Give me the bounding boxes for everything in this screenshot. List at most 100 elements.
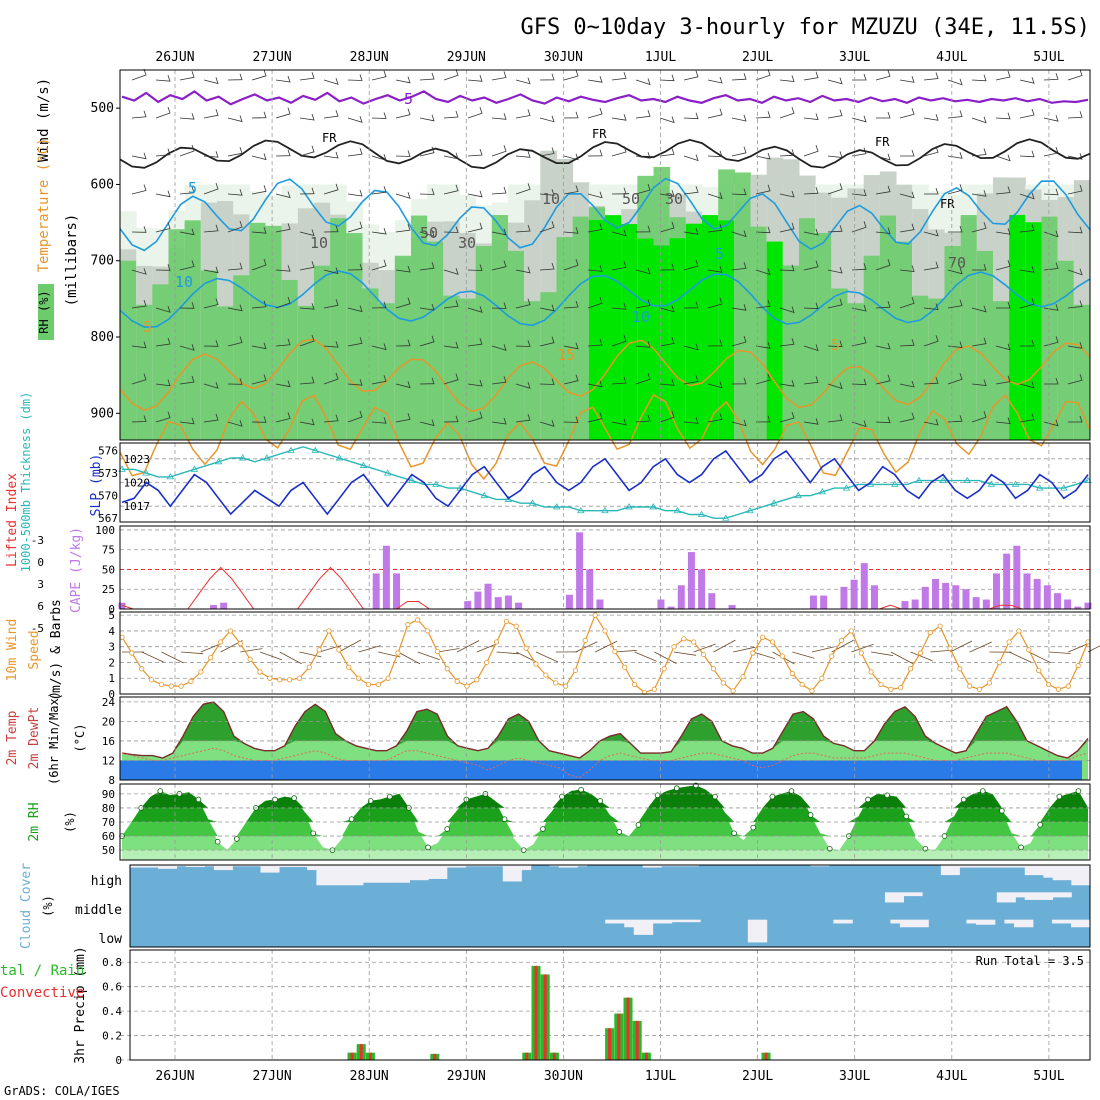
rh-band-green [1057, 260, 1075, 440]
thickness-point [915, 476, 923, 484]
cloud-high-bar [130, 865, 140, 868]
wind-barb [587, 223, 603, 233]
wind-barb [1020, 339, 1035, 347]
wind-barb [659, 148, 675, 157]
cloud-low-bar [747, 919, 758, 943]
wind-barb [563, 227, 579, 234]
rh-band-green [184, 220, 202, 440]
wind10m-speed-point [395, 650, 401, 656]
thickness-point [214, 458, 223, 465]
cloud-cover-panel: high middle low Cloud Cover (%) [19, 863, 1091, 949]
cloud-middle-bar [1062, 892, 1072, 898]
wind10m-barb [299, 651, 322, 658]
wind10m-barb [397, 651, 421, 665]
thickness-point [1011, 480, 1020, 487]
wind10m-speed-point [168, 683, 174, 689]
rh-band-green [799, 218, 816, 440]
wind-barb [443, 184, 459, 195]
wind-barb [1067, 226, 1083, 234]
wind-barb [1019, 224, 1035, 233]
wind10m-speed-point [809, 688, 815, 694]
wind-barb [299, 145, 315, 157]
rh2m-point [291, 795, 297, 801]
cloud-high-bar [381, 865, 392, 883]
cape-bar [484, 583, 492, 609]
cloud-background [130, 865, 1090, 947]
wind-barb [803, 145, 819, 157]
y-tick-label: 50 [102, 844, 115, 857]
rh-band-green [976, 250, 994, 440]
wind-barb [323, 110, 339, 119]
cloud-middle-bar [1052, 892, 1063, 898]
wind10m-speed-line [121, 613, 1089, 694]
rh2m-axis-label: (%) [63, 811, 77, 833]
wind-barb [179, 417, 195, 425]
wind-barb [227, 147, 243, 157]
wind-barb [419, 262, 435, 271]
cloud-low-bar [671, 919, 682, 923]
wind-barb [707, 192, 723, 200]
wind-barb [899, 76, 915, 83]
rh2m-axis-label: 2m RH [27, 802, 42, 841]
wind-barb [731, 73, 747, 81]
wind-barb [371, 259, 387, 271]
wind10m-speed-point [346, 664, 352, 670]
rh-band-bright [653, 245, 671, 440]
y-tick-label: 0.8 [102, 956, 122, 969]
wind-barb [443, 69, 459, 81]
wind10m-speed-point [326, 628, 332, 634]
wind-barb [924, 187, 939, 195]
wind-barb [876, 111, 891, 119]
wind10m-speed-point [493, 639, 500, 645]
wind-barb [275, 338, 291, 347]
cape-bar [952, 585, 960, 609]
rh2m-point [425, 844, 431, 851]
rh-band-green [863, 255, 881, 440]
wind-barb [611, 376, 627, 385]
cloud-high-bar [661, 865, 671, 867]
wind10m-speed-point [503, 618, 510, 625]
cloud-low-bar [1080, 919, 1091, 928]
wind10m-barb [1028, 651, 1052, 664]
wind-barb [323, 372, 339, 385]
wind-barb [923, 72, 939, 81]
wind-barb [563, 416, 579, 423]
wind-barb [995, 112, 1011, 120]
cloud-high-bar [521, 865, 532, 871]
wind10m-speed-point [612, 648, 618, 655]
wind-barb [852, 73, 867, 81]
cloud-high-bar [577, 865, 588, 867]
wind-barb [587, 191, 603, 199]
thickness-point [504, 495, 513, 502]
cloud-high-bar [670, 865, 681, 867]
cape-bar [698, 569, 706, 609]
wind-barb [515, 340, 531, 347]
cape-bar [565, 594, 573, 609]
cloud-middle-bar [1024, 892, 1035, 900]
cloud-high-bar [307, 865, 317, 871]
y-tick-label: 567 [98, 512, 118, 525]
cloud-low-bar [918, 919, 929, 928]
wind-barb [539, 420, 555, 427]
cloud-low-bar [1070, 919, 1081, 928]
wind-barb [683, 112, 699, 120]
wind-barb [995, 343, 1011, 351]
wind-barb [947, 341, 963, 348]
cloud-low-bar [681, 919, 692, 923]
wind-barb [251, 374, 267, 385]
thickness-point [697, 510, 706, 517]
wind10m-speed-point [769, 639, 776, 645]
wind10m-speed-point [819, 675, 825, 681]
wind10m-speed-point [158, 681, 165, 688]
wind-barb [707, 76, 723, 84]
contour-label: 30 [458, 234, 476, 252]
wind10m-speed-point [267, 675, 273, 681]
rh2m-point [960, 796, 967, 803]
cloud-low-bar [643, 919, 654, 935]
wind-barb [491, 344, 507, 351]
cloud-high-bar [363, 865, 373, 883]
wind-barb [563, 111, 579, 119]
wind-barb [299, 303, 315, 310]
cloud-high-bar [204, 865, 215, 867]
cloud-middle-bar [996, 892, 1007, 903]
